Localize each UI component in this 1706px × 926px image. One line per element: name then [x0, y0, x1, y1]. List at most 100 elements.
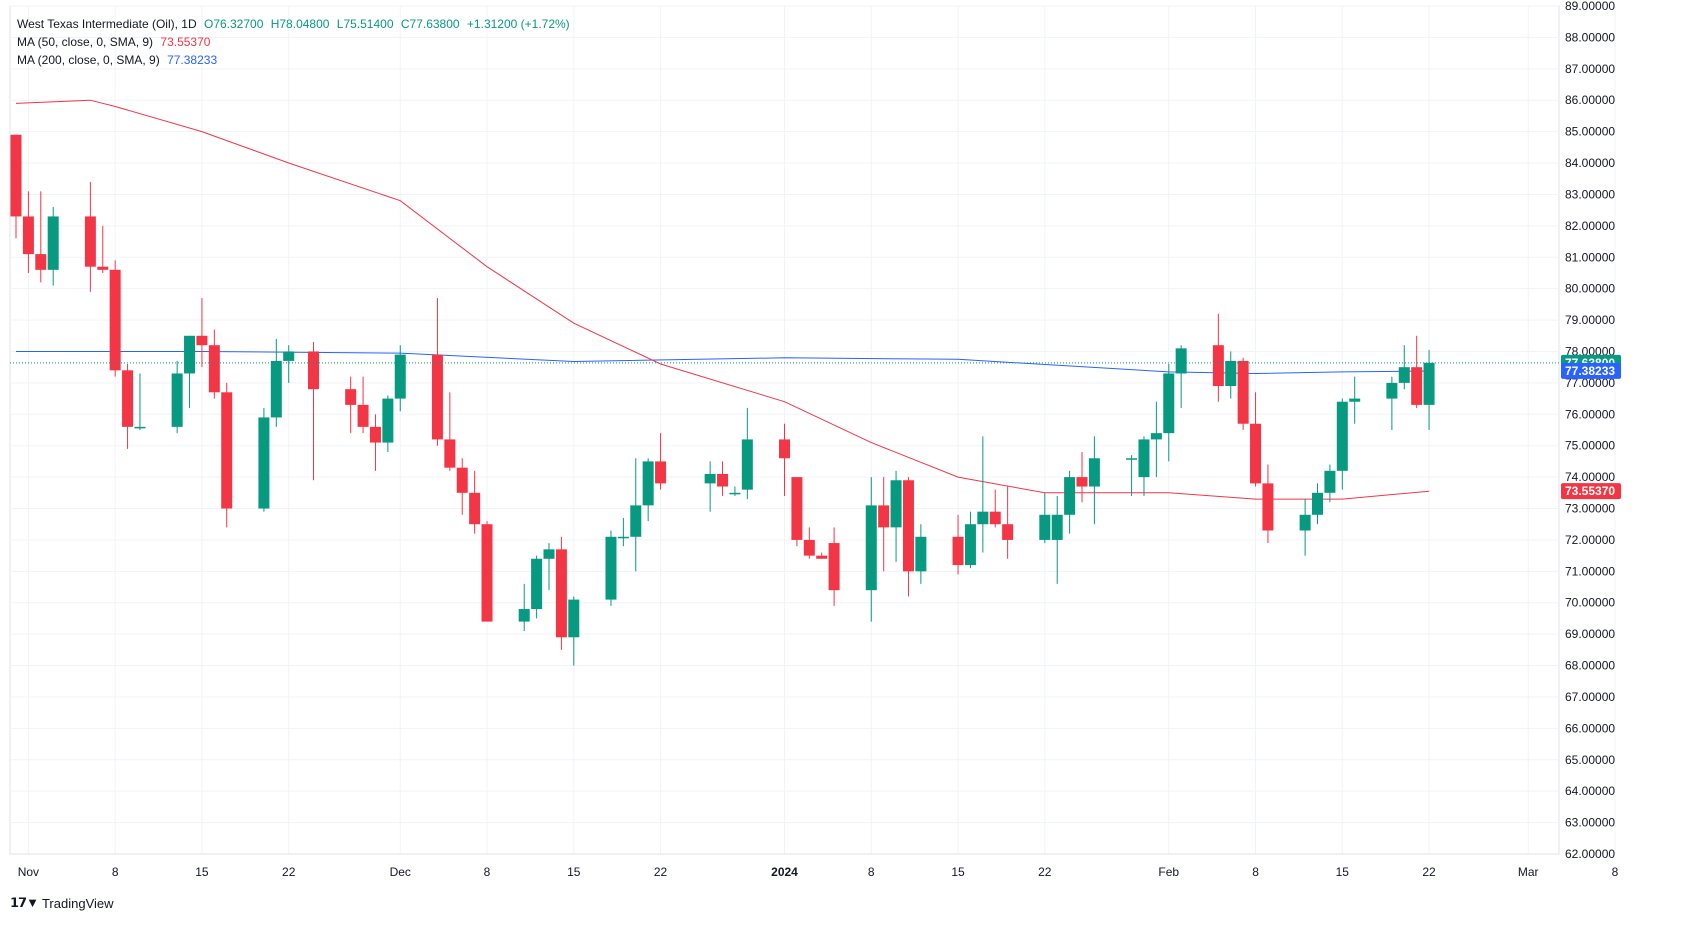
candle-body-up[interactable] [1349, 398, 1361, 402]
candle-body-up[interactable] [729, 492, 741, 495]
candle-body-down[interactable] [357, 404, 369, 427]
candle-body-up[interactable] [1150, 433, 1162, 440]
candle-body-down[interactable] [1076, 477, 1088, 487]
candle-body-down[interactable] [878, 505, 890, 528]
candle-body-up[interactable] [964, 524, 976, 566]
x-tick-label: Feb [1158, 865, 1179, 879]
candle-body-up[interactable] [531, 558, 543, 610]
candle-body-down[interactable] [84, 216, 96, 267]
candle-body-up[interactable] [1163, 373, 1175, 434]
legend-row-ma50[interactable]: MA (50, close, 0, SMA, 9) 73.55370 [17, 33, 570, 51]
candle-body-down[interactable] [1002, 524, 1014, 540]
candle-body-up[interactable] [47, 216, 59, 270]
candle-body-down[interactable] [97, 266, 109, 270]
candle-body-down[interactable] [803, 539, 815, 556]
candle-body-up[interactable] [1398, 367, 1410, 383]
candle-body-up[interactable] [1126, 458, 1138, 460]
candle-body-down[interactable] [345, 389, 357, 405]
candle-body-up[interactable] [568, 599, 580, 638]
candle-body-down[interactable] [717, 473, 729, 487]
candle-body-up[interactable] [518, 609, 530, 622]
candle-body-up[interactable] [1138, 439, 1150, 478]
candle-body-down[interactable] [431, 354, 443, 440]
candle-body-up[interactable] [704, 473, 716, 484]
x-tick-label: 8 [112, 865, 119, 879]
candle-body-down[interactable] [1237, 360, 1249, 424]
candle-body-up[interactable] [630, 505, 642, 537]
candle-body-down[interactable] [779, 439, 791, 459]
candle-body-up[interactable] [382, 398, 394, 443]
candle-body-up[interactable] [1312, 492, 1324, 515]
candle-body-up[interactable] [865, 505, 877, 591]
candle-body-up[interactable] [741, 439, 753, 490]
candle-body-up[interactable] [1299, 514, 1311, 531]
candle-body-down[interactable] [816, 555, 828, 559]
candle-body-down[interactable] [902, 480, 914, 572]
candle-body-up[interactable] [283, 351, 295, 361]
candle-body-up[interactable] [184, 335, 196, 374]
candle-body-down[interactable] [1262, 483, 1274, 531]
candle-body-down[interactable] [196, 335, 208, 346]
x-tick-label: 22 [654, 865, 668, 879]
candle-body-down[interactable] [1212, 345, 1224, 387]
y-tick-label: 74.00000 [1565, 470, 1615, 484]
candle-body-up[interactable] [1423, 362, 1435, 405]
candle-body-down[interactable] [444, 439, 456, 468]
candle-body-up[interactable] [1039, 514, 1051, 540]
candle-body-up[interactable] [1386, 382, 1398, 399]
candle-body-up[interactable] [1324, 470, 1336, 493]
y-tick-label: 80.00000 [1565, 282, 1615, 296]
candle-body-down[interactable] [555, 549, 567, 638]
candle-body-up[interactable] [543, 549, 555, 559]
candle-body-down[interactable] [221, 392, 233, 509]
close-value: C77.63800 [400, 17, 460, 31]
candle-body-up[interactable] [394, 354, 406, 399]
tradingview-footer[interactable]: 𝟭𝟳▼ TradingView [10, 895, 114, 911]
y-tick-label: 77.00000 [1565, 376, 1615, 390]
y-tick-label: 85.00000 [1565, 125, 1615, 139]
candle-body-down[interactable] [109, 269, 121, 371]
candle-body-down[interactable] [791, 477, 803, 540]
x-tick-label: 22 [1038, 865, 1052, 879]
candle-body-up[interactable] [617, 536, 629, 539]
candle-body-down[interactable] [456, 467, 468, 493]
candle-body-up[interactable] [1175, 348, 1187, 374]
candle-body-up[interactable] [1336, 401, 1348, 471]
candle-body-up[interactable] [642, 461, 654, 506]
candle-body-up[interactable] [977, 511, 989, 525]
candle-body-up[interactable] [258, 417, 270, 509]
y-tick-label: 63.00000 [1565, 816, 1615, 830]
candle-body-down[interactable] [481, 524, 493, 622]
x-tick-label: 8 [1612, 865, 1619, 879]
candle-body-down[interactable] [307, 351, 319, 390]
candle-body-down[interactable] [989, 511, 1001, 525]
candle-body-up[interactable] [1051, 514, 1063, 540]
candle-body-up[interactable] [171, 373, 183, 427]
candle-body-down[interactable] [22, 216, 34, 255]
candle-body-up[interactable] [890, 480, 902, 528]
candle-body-down[interactable] [122, 370, 134, 427]
y-tick-label: 81.00000 [1565, 250, 1615, 264]
candle-body-down[interactable] [1411, 367, 1423, 405]
candle-body-up[interactable] [1225, 360, 1237, 387]
candle-body-down[interactable] [469, 492, 481, 525]
candle-body-up[interactable] [134, 426, 146, 429]
candle-body-down[interactable] [10, 134, 22, 217]
candle-body-down[interactable] [208, 345, 220, 393]
candle-body-up[interactable] [270, 360, 282, 418]
candle-body-up[interactable] [915, 536, 927, 572]
candle-body-down[interactable] [655, 461, 667, 484]
candle-body-up[interactable] [1064, 477, 1076, 515]
candle-body-down[interactable] [952, 536, 964, 566]
candle-body-down[interactable] [369, 426, 381, 443]
candle-body-down[interactable] [1250, 423, 1262, 484]
candle-body-up[interactable] [1088, 458, 1100, 487]
candle-body-down[interactable] [35, 254, 47, 270]
ma50-value: 73.55370 [160, 35, 211, 49]
legend-row-ma200[interactable]: MA (200, close, 0, SMA, 9) 77.38233 [17, 51, 570, 69]
candle-body-up[interactable] [605, 536, 617, 600]
candle-body-down[interactable] [828, 543, 840, 591]
x-tick-label: 15 [567, 865, 581, 879]
